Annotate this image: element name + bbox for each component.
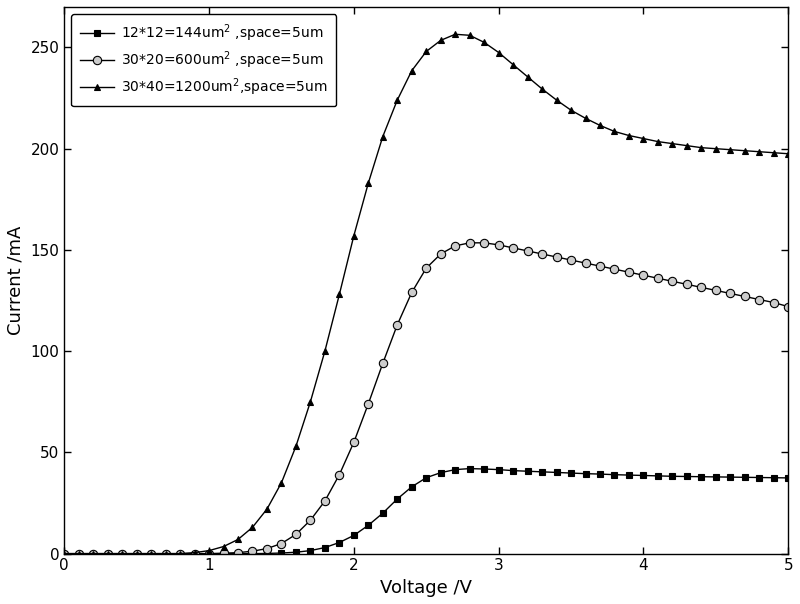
30*40=1200um$^2$,space=5um (277, 479, 286, 486)
30*40=1200um$^2$,space=5um (291, 443, 301, 450)
X-axis label: Voltage /V: Voltage /V (380, 579, 472, 597)
Line: 30*20=600um$^2$ ,space=5um: 30*20=600um$^2$ ,space=5um (60, 239, 793, 558)
30*20=600um$^2$ ,space=5um (595, 263, 605, 270)
12*12=144um$^2$ ,space=5um (277, 550, 286, 557)
Line: 12*12=144um$^2$ ,space=5um: 12*12=144um$^2$ ,space=5um (62, 466, 791, 556)
30*20=600um$^2$ ,space=5um (783, 303, 793, 310)
30*20=600um$^2$ ,space=5um (59, 550, 69, 557)
12*12=144um$^2$ ,space=5um (465, 465, 474, 472)
12*12=144um$^2$ ,space=5um (769, 474, 778, 481)
30*20=600um$^2$ ,space=5um (218, 550, 228, 557)
30*20=600um$^2$ ,space=5um (769, 299, 778, 306)
12*12=144um$^2$ ,space=5um (218, 550, 228, 557)
30*40=1200um$^2$,space=5um (450, 31, 460, 38)
12*12=144um$^2$ ,space=5um (59, 550, 69, 557)
12*12=144um$^2$ ,space=5um (595, 471, 605, 478)
30*40=1200um$^2$,space=5um (59, 550, 69, 557)
30*40=1200um$^2$,space=5um (552, 97, 562, 104)
Line: 30*40=1200um$^2$,space=5um: 30*40=1200um$^2$,space=5um (61, 31, 792, 557)
30*20=600um$^2$ ,space=5um (465, 239, 474, 246)
Legend: 12*12=144um$^2$ ,space=5um, 30*20=600um$^2$ ,space=5um, 30*40=1200um$^2$,space=5: 12*12=144um$^2$ ,space=5um, 30*20=600um$… (71, 14, 337, 106)
12*12=144um$^2$ ,space=5um (552, 469, 562, 476)
30*20=600um$^2$ ,space=5um (552, 254, 562, 261)
30*20=600um$^2$ ,space=5um (277, 540, 286, 547)
12*12=144um$^2$ ,space=5um (291, 548, 301, 556)
30*40=1200um$^2$,space=5um (218, 543, 228, 550)
30*40=1200um$^2$,space=5um (783, 150, 793, 158)
Y-axis label: Current /mA: Current /mA (7, 226, 25, 335)
30*40=1200um$^2$,space=5um (769, 149, 778, 156)
30*20=600um$^2$ ,space=5um (291, 531, 301, 538)
12*12=144um$^2$ ,space=5um (783, 474, 793, 481)
30*40=1200um$^2$,space=5um (595, 122, 605, 129)
